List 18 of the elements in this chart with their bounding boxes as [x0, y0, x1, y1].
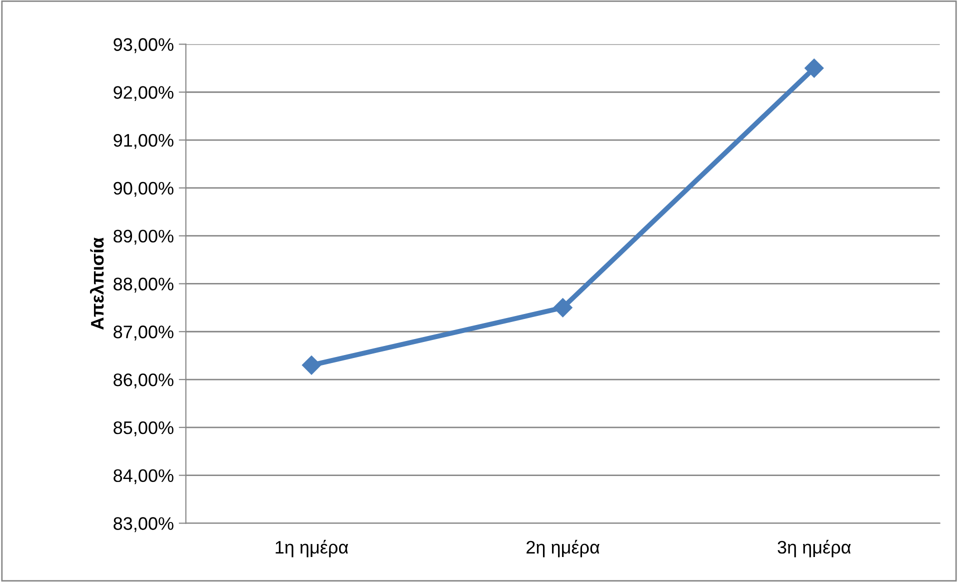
y-tick-label: 86,00%	[114, 373, 174, 388]
y-tick-label: 85,00%	[114, 421, 174, 436]
x-tick-label: 2η ημέρα	[526, 540, 600, 558]
y-tick-label: 93,00%	[114, 38, 174, 54]
y-tick-label: 87,00%	[114, 326, 174, 340]
y-tick-label: 91,00%	[114, 134, 174, 149]
y-tick-label: 84,00%	[114, 469, 174, 484]
x-tick-label: 1η ημέρα	[276, 540, 348, 558]
point	[804, 58, 824, 78]
y-tick-label: 88,00%	[114, 278, 174, 293]
y-tick-label: 90,00%	[114, 182, 174, 197]
y-axis-title: Απελπισία	[90, 238, 104, 330]
y-tick-label: 92,00%	[114, 86, 174, 101]
point	[302, 356, 322, 375]
y-tick-label: 89,00%	[114, 230, 174, 245]
x-tick-label: 3η ημέρα	[778, 540, 851, 558]
y-tick-label: 83,00%	[114, 517, 174, 532]
point	[553, 298, 572, 318]
